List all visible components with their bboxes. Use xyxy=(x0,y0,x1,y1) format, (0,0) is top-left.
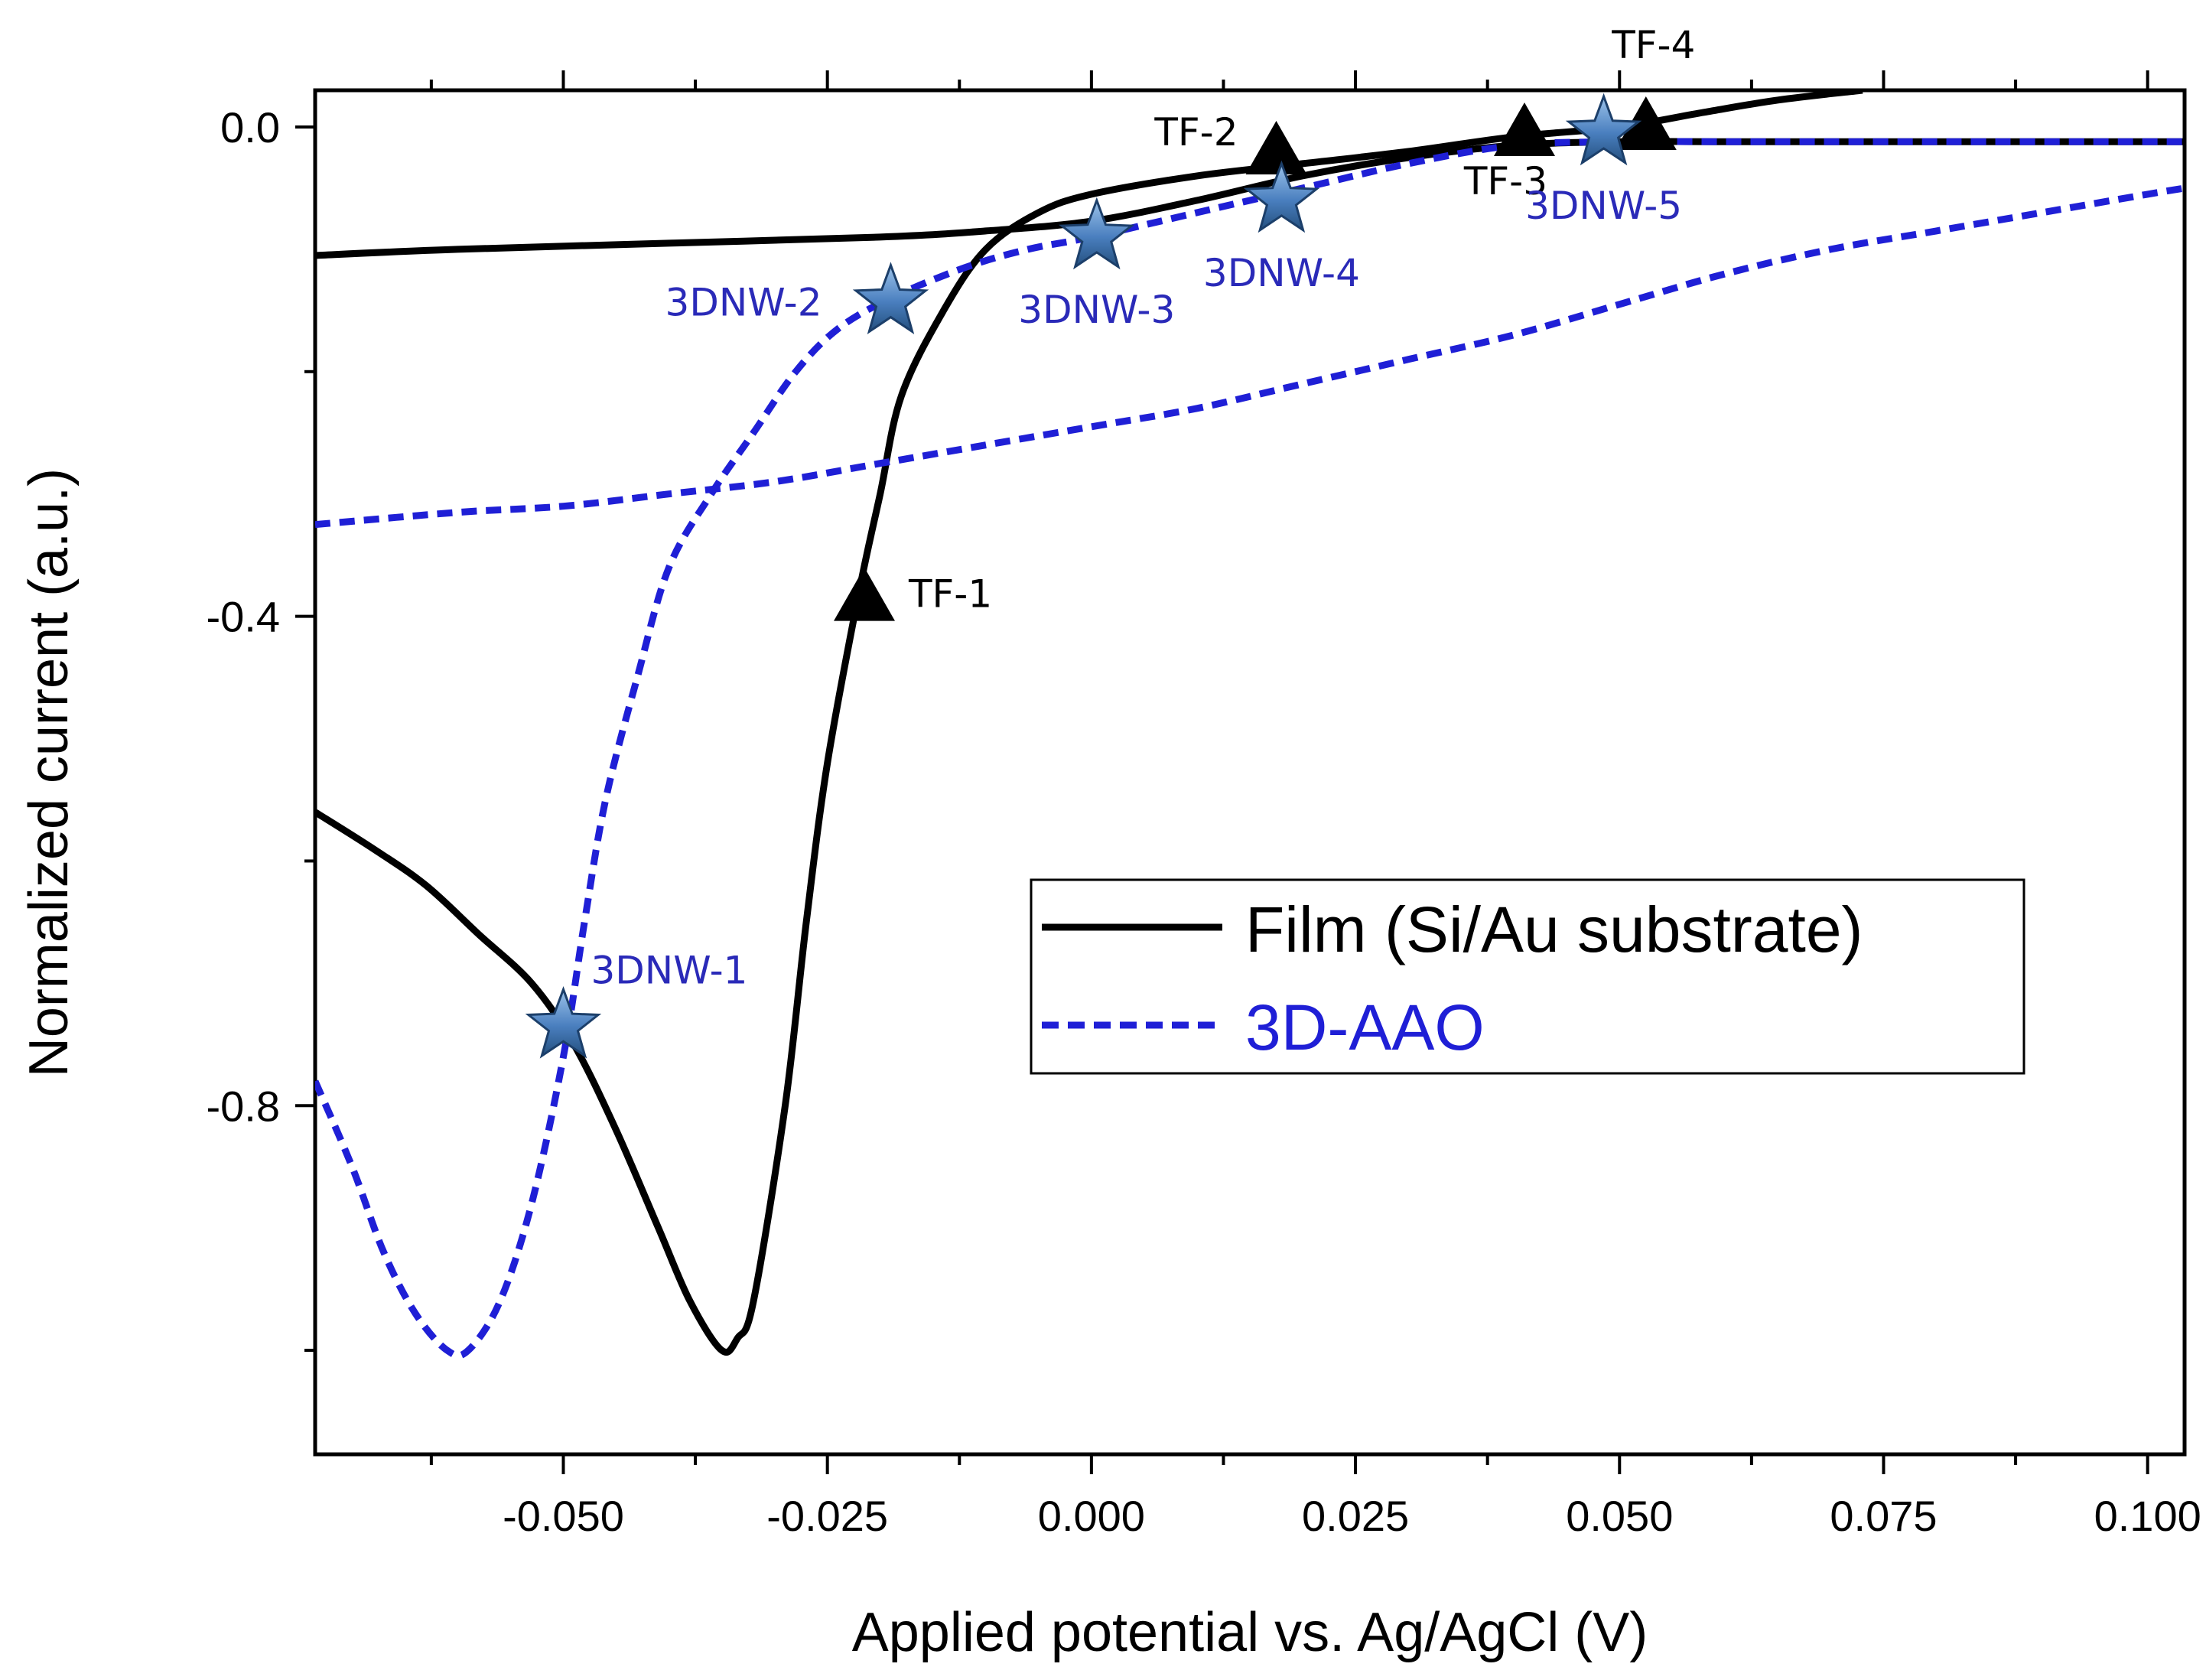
star-marker-3dnw-2 xyxy=(852,262,929,335)
legend: Film (Si/Au substrate) 3D-AAO xyxy=(1030,878,2025,1075)
marker-label-tf-2: TF-2 xyxy=(1153,110,1238,155)
y-tick-label: -0.8 xyxy=(207,1082,281,1130)
marker-label-tf-4: TF-4 xyxy=(1611,23,1695,67)
aao-curve-3 xyxy=(315,184,2185,529)
star-marker-3dnw-5 xyxy=(1565,93,1642,166)
marker-label-3dnw-3: 3DNW-3 xyxy=(1018,288,1175,332)
y-axis-title: Normalized current (a.u.) xyxy=(18,468,80,1077)
x-axis-title: Applied potential vs. Ag/AgCl (V) xyxy=(852,1602,1648,1663)
annotations-group: TF-1 TF-2 TF-3 TF-4 3DNW-1 3DNW-2 3DNW-3 3DNW-4… xyxy=(591,23,1695,992)
aao-curve-2 xyxy=(315,138,2185,1359)
x-tick-label: 0.100 xyxy=(2094,1492,2201,1540)
marker-label-3dnw-1: 3DNW-1 xyxy=(591,948,747,992)
marker-label-3dnw-5: 3DNW-5 xyxy=(1525,184,1682,228)
legend-label-film: Film (Si/Au substrate) xyxy=(1245,894,1863,965)
axis-ticks xyxy=(295,70,2149,1474)
triangle-marker-tf-3 xyxy=(1494,102,1556,156)
marker-label-3dnw-2: 3DNW-2 xyxy=(665,281,822,325)
y-tick-label: -0.4 xyxy=(207,593,281,641)
marker-label-3dnw-4: 3DNW-4 xyxy=(1203,251,1360,295)
tick-labels: -0.050 -0.025 0.000 0.025 0.050 0.075 0.100 0.0… xyxy=(207,103,2201,1540)
plot-frame xyxy=(313,88,2187,1457)
star-marker-3dnw-1 xyxy=(525,985,602,1059)
legend-box xyxy=(1030,878,2025,1075)
marker-label-tf-1: TF-1 xyxy=(908,572,992,617)
film-curve-0 xyxy=(315,90,1863,1356)
x-tick-label: 0.050 xyxy=(1566,1492,1673,1540)
x-tick-label: 0.025 xyxy=(1302,1492,1409,1540)
x-tick-label: -0.050 xyxy=(503,1492,624,1540)
x-tick-label: 0.075 xyxy=(1830,1492,1937,1540)
star-marker-3dnw-4 xyxy=(1243,160,1320,233)
x-tick-label: 0.000 xyxy=(1038,1492,1145,1540)
triangle-marker-tf-2 xyxy=(1245,120,1307,174)
star-marker-3dnw-3 xyxy=(1058,197,1135,270)
markers-group xyxy=(525,93,1677,1059)
x-tick-label: -0.025 xyxy=(766,1492,888,1540)
triangle-marker-tf-1 xyxy=(834,567,896,621)
y-tick-label: 0.0 xyxy=(220,103,280,151)
legend-label-aao: 3D-AAO xyxy=(1245,991,1485,1063)
marker-label-tf-3: TF-3 xyxy=(1463,159,1547,203)
triangle-marker-tf-4 xyxy=(1615,96,1677,150)
